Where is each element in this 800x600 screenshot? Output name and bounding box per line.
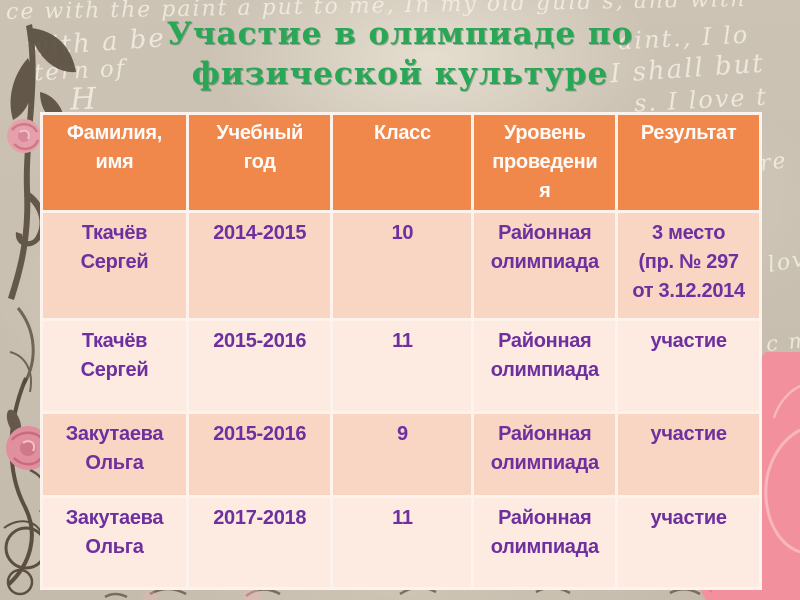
cell-year: 2015-2016 xyxy=(185,411,334,498)
cell-line: Сергей xyxy=(80,359,149,381)
cell-line: Районная xyxy=(498,222,592,244)
cell-line: 10 xyxy=(391,222,414,244)
slide-title: Участие в олимпиаде по физической культу… xyxy=(0,14,800,94)
header-cell-grade: Класс xyxy=(330,112,475,213)
slide-title-line-1: Участие в олимпиаде по xyxy=(166,16,634,52)
header-cell-result: Результат xyxy=(615,112,762,213)
swirl-mid-left-icon xyxy=(9,307,35,393)
header-cell-surname: Фамилия, имя xyxy=(40,112,189,213)
rose-small-bottom-icon xyxy=(6,426,50,470)
cell-line: Ткачёв xyxy=(81,222,148,244)
cell-line: 2015-2016 xyxy=(213,423,307,445)
header-line: Фамилия, xyxy=(66,122,163,144)
cell-line: олимпиада xyxy=(490,536,599,558)
cell-grade: 11 xyxy=(330,318,475,414)
cell-result: участие xyxy=(615,318,762,414)
cell-line: Закутаева xyxy=(65,507,164,529)
header-cell-school-year: Учебный год xyxy=(185,112,334,213)
cell-year: 2014-2015 xyxy=(185,210,334,321)
table-header-row: Фамилия, имя Учебный год Класс Уровень п… xyxy=(40,112,762,213)
rose-small-top-icon xyxy=(7,119,41,153)
cell-line: участие xyxy=(650,423,727,445)
cell-line: 2014-2015 xyxy=(213,222,307,244)
cell-line: Районная xyxy=(498,507,592,529)
cell-level: Районная олимпиада xyxy=(471,495,619,590)
branch-top-left-icon xyxy=(8,24,76,300)
cell-line: 3 место xyxy=(652,222,726,244)
cell-result: участие xyxy=(615,495,762,590)
cell-grade: 9 xyxy=(330,411,475,498)
cell-year: 2015-2016 xyxy=(185,318,334,414)
cell-line: Районная xyxy=(498,330,592,352)
header-line: я xyxy=(539,180,551,202)
cell-level: Районная олимпиада xyxy=(471,318,619,414)
cell-name: Ткачёв Сергей xyxy=(40,318,189,414)
cell-name: Ткачёв Сергей xyxy=(40,210,189,321)
cell-line: Ольга xyxy=(85,536,144,558)
cell-line: 11 xyxy=(392,507,413,529)
table-row: Ткачёв Сергей 2015-2016 11 Районная олим… xyxy=(40,318,762,414)
cell-grade: 10 xyxy=(330,210,475,321)
header-line: проведени xyxy=(492,151,598,173)
header-line: Результат xyxy=(640,122,737,144)
cell-line: олимпиада xyxy=(490,452,599,474)
cell-name: Закутаева Ольга xyxy=(40,411,189,498)
cell-line: 9 xyxy=(397,423,408,445)
cell-line: (пр. № 297 xyxy=(638,251,739,273)
cell-line: участие xyxy=(650,330,727,352)
cell-year: 2017-2018 xyxy=(185,495,334,590)
cell-line: олимпиада xyxy=(490,359,599,381)
table-row: Ткачёв Сергей 2014-2015 10 Районная олим… xyxy=(40,210,762,321)
cell-line: 11 xyxy=(392,330,413,352)
cell-line: Ольга xyxy=(85,452,144,474)
cell-name: Закутаева Ольга xyxy=(40,495,189,590)
cell-line: Сергей xyxy=(80,251,149,273)
cell-line: Ткачёв xyxy=(81,330,148,352)
header-line: имя xyxy=(95,151,134,173)
cell-line: от 3.12.2014 xyxy=(632,280,745,302)
branch-bottom-left-icon xyxy=(3,377,49,596)
cell-grade: 11 xyxy=(330,495,475,590)
cell-line: участие xyxy=(650,507,727,529)
olympiad-results-table: Фамилия, имя Учебный год Класс Уровень п… xyxy=(40,112,762,590)
cell-level: Районная олимпиада xyxy=(471,210,619,321)
cell-line: 2015-2016 xyxy=(213,330,307,352)
table-row: Закутаева Ольга 2015-2016 9 Районная оли… xyxy=(40,411,762,498)
table-row: Закутаева Ольга 2017-2018 11 Районная ол… xyxy=(40,495,762,590)
header-line: Класс xyxy=(374,122,431,144)
cell-level: Районная олимпиада xyxy=(471,411,619,498)
header-line: год xyxy=(243,151,276,173)
slide-title-line-2: физической культуре xyxy=(191,56,609,92)
cell-line: Закутаева xyxy=(65,423,164,445)
cell-line: Районная xyxy=(498,423,592,445)
header-line: Уровень xyxy=(504,122,586,144)
header-cell-level: Уровень проведени я xyxy=(471,112,619,213)
cell-result: 3 место (пр. № 297 от 3.12.2014 xyxy=(615,210,762,321)
cell-line: олимпиада xyxy=(490,251,599,273)
header-line: Учебный xyxy=(216,122,304,144)
cell-line: 2017-2018 xyxy=(213,507,307,529)
blush-spots-icon xyxy=(143,588,261,600)
cell-result: участие xyxy=(615,411,762,498)
